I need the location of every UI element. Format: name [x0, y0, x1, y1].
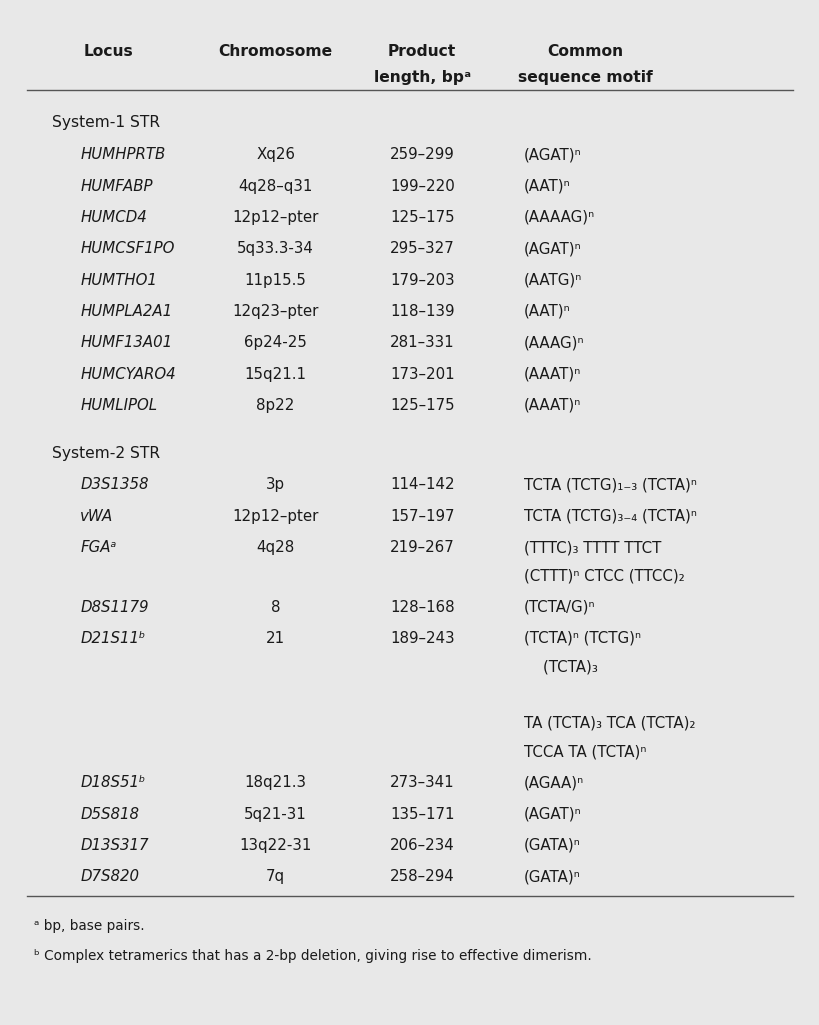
Text: TCTA (TCTG)₁₋₃ (TCTA)ⁿ: TCTA (TCTG)₁₋₃ (TCTA)ⁿ [523, 478, 696, 492]
Text: 295–327: 295–327 [389, 241, 454, 256]
Text: (TTTC)₃ TTTT TTCT: (TTTC)₃ TTTT TTCT [523, 540, 661, 556]
Text: 6p24-25: 6p24-25 [244, 335, 306, 351]
Text: (CTTT)ⁿ CTCC (TTCC)₂: (CTTT)ⁿ CTCC (TTCC)₂ [523, 568, 684, 583]
Text: 5q21-31: 5q21-31 [244, 807, 306, 822]
Text: (GATA)ⁿ: (GATA)ⁿ [523, 838, 580, 853]
Text: D21S11ᵇ: D21S11ᵇ [80, 631, 145, 646]
Text: TCCA TA (TCTA)ⁿ: TCCA TA (TCTA)ⁿ [523, 744, 645, 760]
Text: Chromosome: Chromosome [219, 43, 333, 58]
Text: (AAAT)ⁿ: (AAAT)ⁿ [523, 398, 581, 413]
Text: Xq26: Xq26 [256, 148, 295, 162]
Text: 179–203: 179–203 [389, 273, 454, 288]
Text: 18q21.3: 18q21.3 [244, 775, 306, 790]
Text: length, bpᵃ: length, bpᵃ [373, 70, 470, 85]
Text: vWA: vWA [80, 508, 113, 524]
Text: TA (TCTA)₃ TCA (TCTA)₂: TA (TCTA)₃ TCA (TCTA)₂ [523, 715, 695, 731]
Text: (AATG)ⁿ: (AATG)ⁿ [523, 273, 581, 288]
Text: 21: 21 [265, 631, 285, 646]
Text: 219–267: 219–267 [389, 540, 454, 556]
Text: 8p22: 8p22 [256, 398, 295, 413]
Text: HUMF13A01: HUMF13A01 [80, 335, 172, 351]
Text: 12q23–pter: 12q23–pter [232, 304, 319, 319]
Text: 135–171: 135–171 [390, 807, 454, 822]
Text: 281–331: 281–331 [389, 335, 454, 351]
Text: FGAᵃ: FGAᵃ [80, 540, 116, 556]
Text: TCTA (TCTG)₃₋₄ (TCTA)ⁿ: TCTA (TCTG)₃₋₄ (TCTA)ⁿ [523, 508, 696, 524]
Text: 128–168: 128–168 [389, 600, 454, 615]
Text: D13S317: D13S317 [80, 838, 148, 853]
Text: HUMPLA2A1: HUMPLA2A1 [80, 304, 172, 319]
Text: (AGAT)ⁿ: (AGAT)ⁿ [523, 241, 581, 256]
Text: 12p12–pter: 12p12–pter [232, 210, 319, 224]
Text: System-2 STR: System-2 STR [52, 446, 160, 460]
Text: HUMCD4: HUMCD4 [80, 210, 147, 224]
Text: 206–234: 206–234 [389, 838, 454, 853]
Text: 7q: 7q [265, 869, 285, 885]
Text: 189–243: 189–243 [389, 631, 454, 646]
Text: ᵃ bp, base pairs.: ᵃ bp, base pairs. [34, 919, 144, 933]
Text: ᵇ Complex tetramerics that has a 2-bp deletion, giving rise to effective dimeris: ᵇ Complex tetramerics that has a 2-bp de… [34, 949, 590, 962]
Text: (TCTA)ⁿ (TCTG)ⁿ: (TCTA)ⁿ (TCTG)ⁿ [523, 631, 640, 646]
Text: 125–175: 125–175 [389, 210, 454, 224]
Text: D3S1358: D3S1358 [80, 478, 148, 492]
Text: 3p: 3p [265, 478, 285, 492]
Text: 199–220: 199–220 [389, 178, 454, 194]
Text: HUMLIPOL: HUMLIPOL [80, 398, 157, 413]
Text: (AAAAG)ⁿ: (AAAAG)ⁿ [523, 210, 595, 224]
Text: D8S1179: D8S1179 [80, 600, 148, 615]
Text: (AAT)ⁿ: (AAT)ⁿ [523, 304, 570, 319]
Text: HUMFABP: HUMFABP [80, 178, 152, 194]
Text: 157–197: 157–197 [390, 508, 454, 524]
Text: (AGAT)ⁿ: (AGAT)ⁿ [523, 148, 581, 162]
Text: 125–175: 125–175 [389, 398, 454, 413]
Text: (GATA)ⁿ: (GATA)ⁿ [523, 869, 580, 885]
Text: 11p15.5: 11p15.5 [244, 273, 306, 288]
Text: System-1 STR: System-1 STR [52, 116, 160, 130]
Text: Common: Common [546, 43, 622, 58]
Text: HUMCSF1PO: HUMCSF1PO [80, 241, 174, 256]
Text: sequence motif: sequence motif [517, 70, 652, 85]
Text: (TCTA/G)ⁿ: (TCTA/G)ⁿ [523, 600, 595, 615]
Text: (AAT)ⁿ: (AAT)ⁿ [523, 178, 570, 194]
Text: 273–341: 273–341 [389, 775, 454, 790]
Text: D7S820: D7S820 [80, 869, 139, 885]
Text: HUMTHO1: HUMTHO1 [80, 273, 156, 288]
Text: 258–294: 258–294 [389, 869, 454, 885]
Text: 12p12–pter: 12p12–pter [232, 508, 319, 524]
Text: Locus: Locus [84, 43, 133, 58]
Text: 114–142: 114–142 [389, 478, 454, 492]
Text: 15q21.1: 15q21.1 [244, 367, 306, 381]
Text: D18S51ᵇ: D18S51ᵇ [80, 775, 145, 790]
Text: (TCTA)₃: (TCTA)₃ [523, 659, 597, 674]
Text: 259–299: 259–299 [389, 148, 454, 162]
Text: HUMHPRTB: HUMHPRTB [80, 148, 165, 162]
Text: 173–201: 173–201 [389, 367, 454, 381]
Text: 13q22-31: 13q22-31 [239, 838, 311, 853]
Text: (AGAT)ⁿ: (AGAT)ⁿ [523, 807, 581, 822]
Text: (AAAT)ⁿ: (AAAT)ⁿ [523, 367, 581, 381]
Text: 4q28–q31: 4q28–q31 [238, 178, 312, 194]
Text: D5S818: D5S818 [80, 807, 139, 822]
Text: HUMCYARO4: HUMCYARO4 [80, 367, 175, 381]
Text: 118–139: 118–139 [390, 304, 454, 319]
Text: 5q33.3-34: 5q33.3-34 [237, 241, 314, 256]
Text: (AGAA)ⁿ: (AGAA)ⁿ [523, 775, 583, 790]
Text: Product: Product [387, 43, 456, 58]
Text: 8: 8 [270, 600, 280, 615]
Text: 4q28: 4q28 [256, 540, 294, 556]
Text: (AAAG)ⁿ: (AAAG)ⁿ [523, 335, 584, 351]
